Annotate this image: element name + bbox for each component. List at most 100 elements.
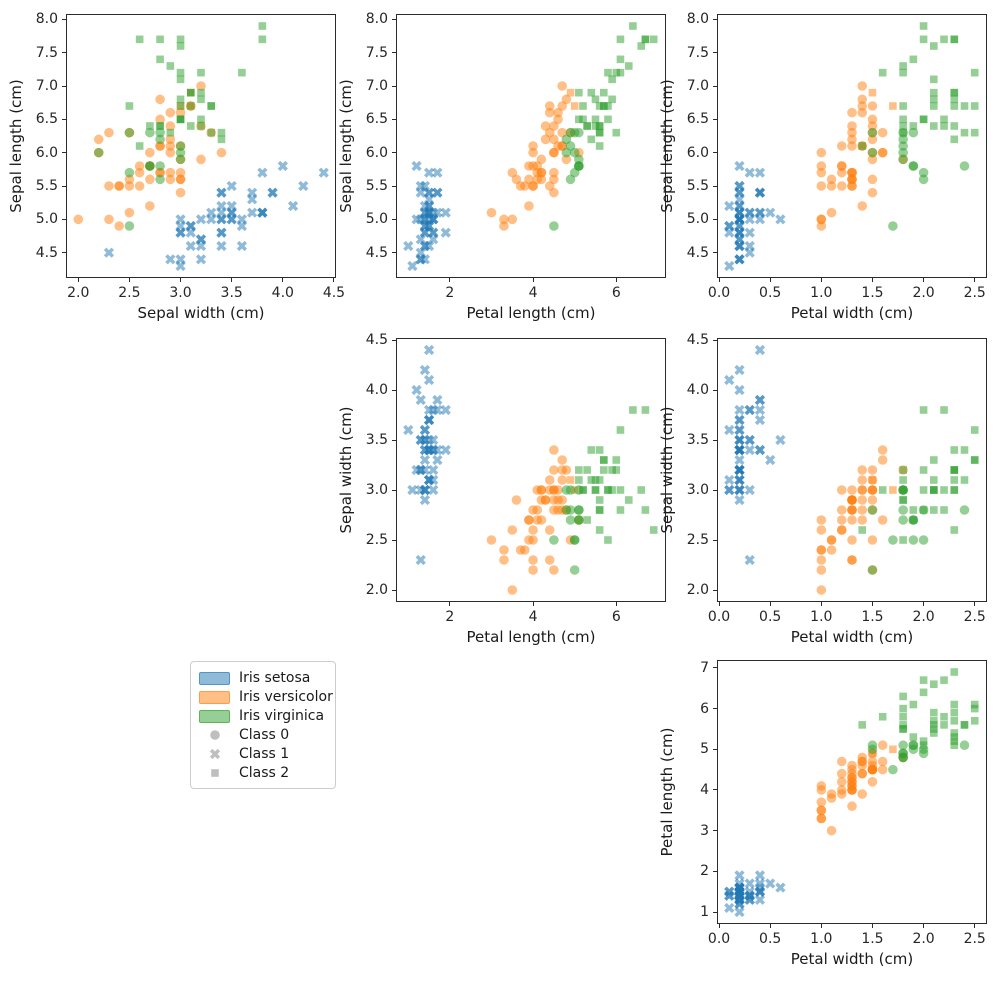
data-point — [888, 535, 898, 545]
data-point — [908, 127, 919, 138]
x-axis-label: Petal width (cm) — [790, 304, 914, 322]
data-point — [575, 115, 583, 124]
data-point — [744, 247, 755, 258]
data-point — [734, 240, 745, 252]
data-point — [950, 486, 959, 494]
data-point — [877, 147, 888, 158]
data-point — [419, 484, 431, 496]
data-point — [649, 35, 658, 44]
data-point — [557, 81, 568, 91]
data-point — [940, 721, 948, 729]
data-point — [544, 101, 555, 111]
data-point — [959, 161, 970, 171]
data-point — [124, 127, 135, 138]
data-point — [114, 221, 124, 231]
data-point — [744, 167, 755, 178]
data-point — [124, 181, 135, 191]
data-point — [258, 22, 267, 30]
data-point — [428, 227, 439, 238]
data-point — [247, 194, 258, 205]
y-tick-mark — [392, 118, 396, 120]
data-point — [575, 466, 583, 474]
data-point — [595, 102, 604, 110]
data-point — [857, 107, 868, 118]
x-tick-mark — [449, 602, 451, 606]
data-point — [415, 394, 426, 406]
data-point — [857, 94, 868, 105]
y-tick-label: 3.5 — [686, 432, 709, 448]
data-point — [836, 525, 847, 535]
data-point — [930, 708, 938, 717]
data-point — [175, 214, 186, 225]
data-point — [836, 756, 847, 767]
data-point — [775, 214, 786, 225]
x-tick-mark — [718, 602, 720, 606]
data-point — [629, 406, 637, 414]
y-tick-mark — [392, 339, 396, 341]
data-point — [754, 404, 766, 416]
data-point — [868, 88, 877, 97]
data-point — [847, 141, 857, 151]
data-point — [857, 752, 868, 763]
data-point — [950, 102, 959, 110]
data-point — [524, 515, 534, 525]
data-point — [867, 121, 878, 131]
data-point — [754, 886, 766, 897]
data-point — [940, 35, 948, 44]
data-point — [403, 240, 414, 252]
y-tick-label: 8.0 — [686, 11, 709, 28]
y-tick-mark — [62, 252, 66, 254]
data-point — [826, 174, 837, 185]
y-tick-label: 6.5 — [365, 111, 388, 128]
data-point — [186, 122, 195, 130]
data-point — [616, 486, 625, 494]
data-point — [857, 505, 868, 515]
data-point — [415, 234, 426, 245]
plot-frame — [66, 14, 336, 278]
data-point — [186, 102, 195, 110]
data-point — [226, 200, 237, 212]
data-point — [867, 777, 878, 787]
data-point — [816, 161, 827, 171]
data-point — [155, 114, 165, 125]
data-point — [847, 801, 857, 812]
y-tick-mark — [392, 185, 396, 187]
data-point — [549, 495, 559, 505]
y-tick-mark — [62, 152, 66, 154]
data-point — [940, 122, 948, 130]
y-tick-label: 2.0 — [365, 582, 388, 598]
data-point — [858, 526, 867, 534]
data-point — [918, 174, 929, 185]
data-point — [579, 115, 587, 124]
data-point — [423, 167, 435, 178]
data-point — [608, 466, 616, 474]
data-point — [155, 94, 165, 105]
data-point — [744, 878, 755, 889]
data-point — [217, 128, 226, 137]
x-tick-mark — [532, 278, 534, 282]
data-point — [175, 227, 186, 238]
y-tick-label: 4.0 — [686, 382, 709, 398]
data-point — [754, 394, 766, 406]
data-point — [604, 536, 612, 544]
data-point — [754, 187, 766, 198]
data-point — [919, 35, 928, 44]
data-point — [411, 384, 422, 396]
data-point — [175, 254, 186, 265]
data-point — [604, 115, 612, 124]
x-tick-label: 4.0 — [271, 285, 294, 301]
data-point — [816, 565, 827, 575]
data-point — [847, 772, 857, 783]
data-point — [197, 115, 205, 124]
data-point — [423, 194, 435, 205]
data-point — [744, 434, 755, 446]
data-point — [540, 134, 551, 145]
y-tick-label: 6.0 — [365, 144, 388, 161]
data-point — [432, 187, 443, 198]
data-point — [649, 526, 658, 534]
data-point — [440, 404, 451, 416]
data-point — [595, 122, 604, 130]
data-point — [734, 434, 745, 446]
data-point — [574, 515, 584, 525]
data-point — [847, 505, 857, 515]
